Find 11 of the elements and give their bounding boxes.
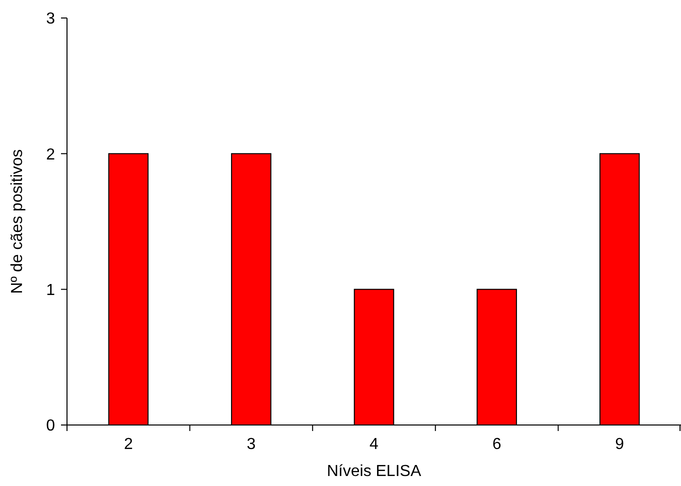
x-axis-title: Níveis ELISA: [326, 463, 422, 480]
x-tick-label: 4: [370, 436, 379, 453]
x-tick-label: 2: [124, 436, 133, 453]
x-tick-label: 6: [492, 436, 502, 453]
y-tick-label: 1: [46, 282, 56, 299]
y-axis-title: Nº de cães positivos: [9, 149, 26, 294]
x-tick-label: 3: [246, 436, 256, 453]
y-tick-label: 0: [46, 418, 56, 435]
y-tick-label: 3: [46, 10, 56, 28]
x-tick-label: 9: [615, 436, 624, 453]
y-tick-label: 2: [46, 146, 56, 164]
